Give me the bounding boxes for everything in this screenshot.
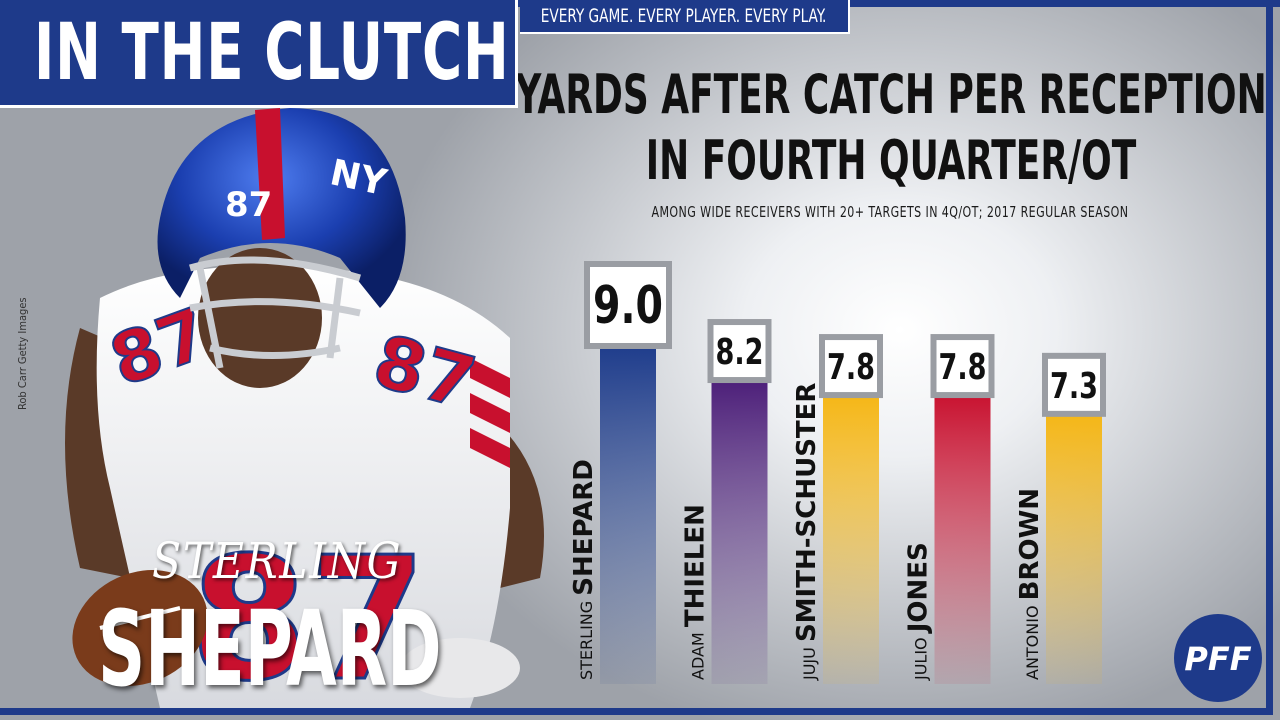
value-label: 8.2 bbox=[716, 332, 764, 373]
chart-title: YARDS AFTER CATCH PER RECEPTION IN FOURT… bbox=[515, 63, 1267, 192]
svg-text:87: 87 bbox=[190, 521, 427, 708]
bar-thielen bbox=[711, 376, 768, 684]
logo-text: PFF bbox=[1184, 640, 1251, 678]
value-label: 7.3 bbox=[1050, 366, 1098, 407]
pff-logo-icon: PFF bbox=[1174, 614, 1262, 702]
bar-smith-schuster bbox=[823, 391, 879, 684]
tagline-banner: EVERY GAME. EVERY PLAYER. EVERY PLAY. bbox=[520, 0, 850, 34]
tagline-text: EVERY GAME. EVERY PLAYER. EVERY PLAY. bbox=[541, 5, 827, 27]
value-label-box bbox=[819, 334, 883, 399]
category-label: ANTONIO BROWN bbox=[1015, 488, 1045, 680]
photo-credit: Rob Carr Getty Images bbox=[16, 297, 29, 410]
bar-jones bbox=[934, 391, 991, 684]
category-label: JULIO JONES bbox=[904, 542, 934, 681]
value-label-box bbox=[930, 334, 995, 399]
player-photo: 87 87 87 87 NY bbox=[65, 108, 544, 708]
category-label: JUJU SMITH-SCHUSTER bbox=[792, 383, 822, 681]
value-label: 7.8 bbox=[827, 347, 875, 388]
category-label: STERLING SHEPARD bbox=[569, 459, 599, 680]
svg-text:87: 87 bbox=[225, 185, 272, 225]
value-label-box bbox=[1042, 352, 1106, 417]
category-label: ADAM THIELEN bbox=[681, 504, 711, 680]
chart-subtitle: AMONG WIDE RECEIVERS WITH 20+ TARGETS IN… bbox=[651, 203, 1129, 221]
bar-shepard bbox=[600, 346, 656, 684]
value-label: 9.0 bbox=[593, 276, 663, 336]
player-last-name: SHEPARD bbox=[98, 588, 442, 710]
series-logo: IN THE CLUTCH bbox=[0, 0, 518, 108]
value-label-box bbox=[707, 319, 772, 384]
top-border bbox=[500, 0, 1280, 7]
series-name: IN THE CLUTCH bbox=[34, 7, 510, 98]
player-first-name: STERLING bbox=[152, 532, 403, 590]
value-label: 7.8 bbox=[939, 347, 987, 388]
value-label-box bbox=[584, 261, 672, 349]
bar-brown bbox=[1046, 409, 1102, 684]
